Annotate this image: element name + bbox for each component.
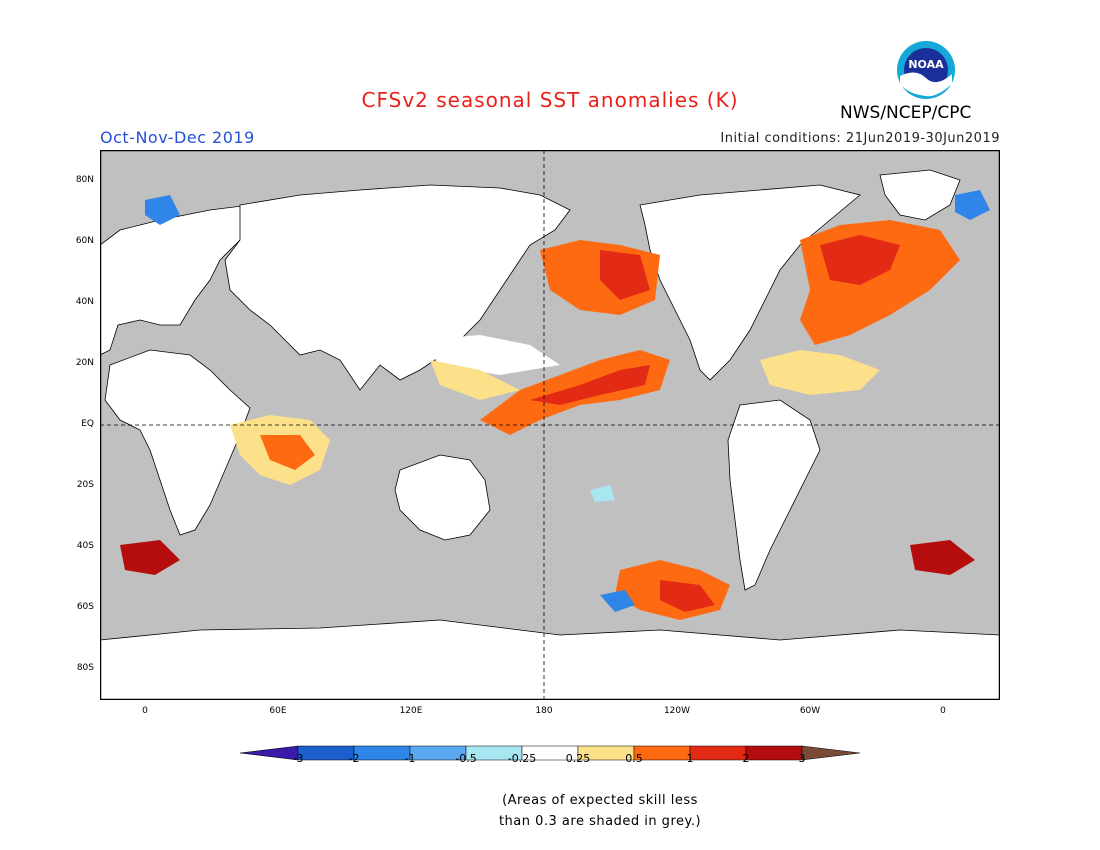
map-title: CFSv2 seasonal SST anomalies (K) <box>361 88 739 112</box>
anomaly-cool-southern-ocean <box>600 590 635 612</box>
skill-note-line1: (Areas of expected skill less <box>502 793 698 808</box>
colorbar-arrow-high <box>801 745 860 761</box>
lat-label: 20N <box>75 358 94 368</box>
skill-note-line2: than 0.3 are shaded in grey.) <box>498 814 702 829</box>
colorbar-tick-label: 2 <box>742 752 750 765</box>
land-asia <box>224 184 571 391</box>
land-antarctica <box>100 619 1000 700</box>
anomaly-north-pacific-core <box>600 250 650 300</box>
lat-label: 60N <box>75 236 94 246</box>
colorbar-tick-label: -0.5 <box>455 752 477 765</box>
lat-label: 40N <box>75 297 94 307</box>
anomaly-tropical-atlantic <box>760 350 880 395</box>
anomaly-north-atlantic-core <box>820 235 900 285</box>
organization-label: NWS/NCEP/CPC <box>840 103 972 123</box>
initial-conditions-label: Initial conditions: 21Jun2019-30Jun2019 <box>720 131 1000 146</box>
lon-label: 180 <box>535 706 553 716</box>
sst-anomaly-patches <box>120 190 990 620</box>
anomaly-southern-pacific-core <box>660 580 715 612</box>
colorbar-tick-label: 0.5 <box>625 752 643 765</box>
sst-anomaly-map <box>100 150 1000 700</box>
lon-label: 120E <box>399 706 423 716</box>
lat-label: EQ <box>81 419 94 429</box>
anomaly-cool-north-atlantic-west <box>955 190 990 220</box>
anomaly-cool-south-pacific <box>590 485 615 502</box>
land-greenland <box>879 169 961 221</box>
lat-label: 20S <box>76 480 94 490</box>
colorbar-tick-label: 0.25 <box>565 752 591 765</box>
land-north-america <box>639 184 861 381</box>
lon-label: 0 <box>142 706 148 716</box>
anomaly-pacific-plume-core <box>530 365 650 405</box>
anomaly-cool-north-atlantic-east <box>145 195 180 225</box>
colorbar-tick-label: -0.25 <box>507 752 537 765</box>
lat-label: 40S <box>76 541 94 551</box>
lat-label: 80N <box>75 175 94 185</box>
land-masses <box>100 169 1000 700</box>
colorbar-tick-label: 3 <box>798 752 806 765</box>
noaa-logo: NOAA <box>897 41 955 99</box>
anomaly-west-pacific-weak <box>430 360 520 400</box>
lon-label: 120W <box>663 706 691 716</box>
lon-label: 0 <box>940 706 946 716</box>
svg-text:NOAA: NOAA <box>908 58 944 71</box>
land-africa <box>104 349 251 536</box>
land-australia <box>394 454 491 541</box>
anomaly-south-atlantic-west <box>910 540 975 575</box>
skill-note: (Areas of expected skill less than 0.3 a… <box>460 790 740 832</box>
lat-label: 60S <box>76 602 94 612</box>
colorbar-tick-label: -2 <box>348 752 360 765</box>
season-label: Oct-Nov-Dec 2019 <box>100 128 255 147</box>
anomaly-indian-ocean-core <box>260 435 315 470</box>
land-europe <box>100 204 261 356</box>
colorbar-tick-label: -1 <box>404 752 416 765</box>
lon-label: 60W <box>799 706 821 716</box>
lon-label: 60E <box>269 706 287 716</box>
lat-label: 80S <box>76 663 94 673</box>
colorbar <box>240 745 860 761</box>
colorbar-tick-label: -3 <box>292 752 304 765</box>
anomaly-south-atlantic-east <box>120 540 180 575</box>
land-south-america <box>727 399 821 591</box>
colorbar-tick-label: 1 <box>686 752 694 765</box>
